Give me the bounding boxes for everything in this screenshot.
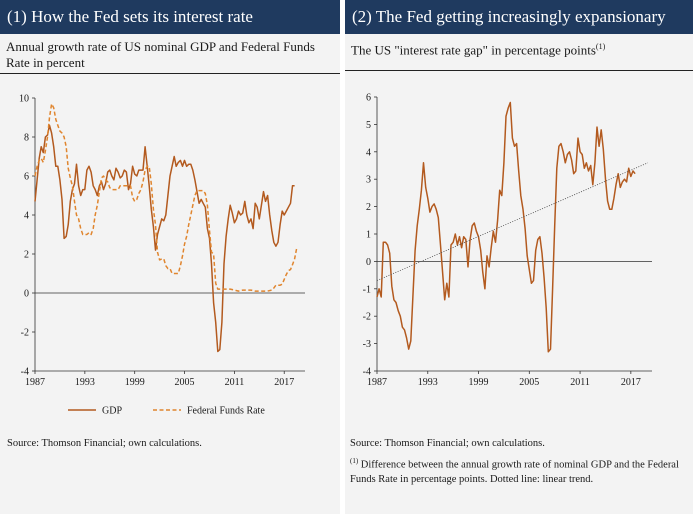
x-tick-label: 2017 [621,377,641,388]
x-tick-label: 2011 [225,377,245,388]
panel-1-source: Source: Thomson Financial; own calculati… [7,438,202,449]
x-tick-label: 1987 [367,377,387,388]
y-tick-label: 4 [366,147,371,158]
panel-1-title: (1) How the Fed sets its interest rate [0,0,340,34]
x-tick-label: 2005 [519,377,539,388]
y-tick-label: 0 [24,289,29,300]
chart-interest-rate-gap: -4 -3 -2 -1 0 1 2 3 4 5 6 1987 1993 1999 2005 2011 2017 [363,93,652,388]
y-tick-label: 4 [24,211,29,222]
series-line-linear-trend [376,162,648,282]
panel-1-divider [0,73,340,74]
x-tick-label: 1993 [418,377,438,388]
x-tick-label: 1999 [469,377,489,388]
footnote-text: Difference between the annual growth rat… [350,459,679,486]
y-tick-label: -4 [363,367,371,378]
panel-fed-interest-rate: (1) How the Fed sets its interest rate A… [0,0,340,514]
y-tick-label: -1 [363,284,371,295]
legend-label-federal-funds-rate: Federal Funds Rate [187,406,265,417]
x-tick-label: 2005 [175,377,195,388]
y-tick-label: 3 [366,175,371,186]
panel-2-title: (2) The Fed getting increasingly expansi… [345,0,693,34]
y-tick-label: 2 [24,250,29,261]
x-tick-label: 1993 [75,377,95,388]
y-tick-label: 2 [366,202,371,213]
x-tick-label: 1999 [125,377,145,388]
y-tick-label: -2 [363,312,371,323]
x-tick-label: 1987 [25,377,45,388]
panel-2-subtitle: The US "interest rate gap" in percentage… [345,34,693,70]
panel-2-divider [345,70,693,71]
y-tick-label: -4 [21,367,29,378]
y-tick-label: 6 [366,93,371,104]
series-line-federal-funds-rate [34,103,298,292]
footnote-mark: (1) [350,457,359,465]
y-tick-label: 6 [24,172,29,183]
y-tick-label: -3 [363,339,371,350]
y-tick-label: 8 [24,133,29,144]
panel-interest-rate-gap: (2) The Fed getting increasingly expansi… [345,0,693,514]
legend-label-gdp: GDP [102,406,122,417]
chart-gdp-vs-fed-funds: -4 -2 0 2 4 6 8 10 1987 1993 1999 2005 2011 2017 GDP Fe… [19,94,305,417]
y-tick-label: 10 [19,94,29,105]
series-line-interest-rate-gap [376,101,636,353]
panel-2-footnote: (1) Difference between the annual growth… [350,454,688,488]
panel-1-subtitle: Annual growth rate of US nominal GDP and… [6,39,315,70]
panel-2-subtitle-footnote-mark: (1) [595,42,606,51]
panel-2-subtitle-text: The US "interest rate gap" in percentage… [351,42,596,58]
series-line-gdp [34,124,295,353]
y-tick-label: 0 [366,257,371,268]
x-tick-label: 2011 [570,377,590,388]
panel-2-source: Source: Thomson Financial; own calculati… [350,438,545,449]
x-tick-label: 2017 [274,377,294,388]
y-tick-label: -2 [21,328,29,339]
y-tick-label: 5 [366,120,371,131]
y-tick-label: 1 [366,230,371,241]
